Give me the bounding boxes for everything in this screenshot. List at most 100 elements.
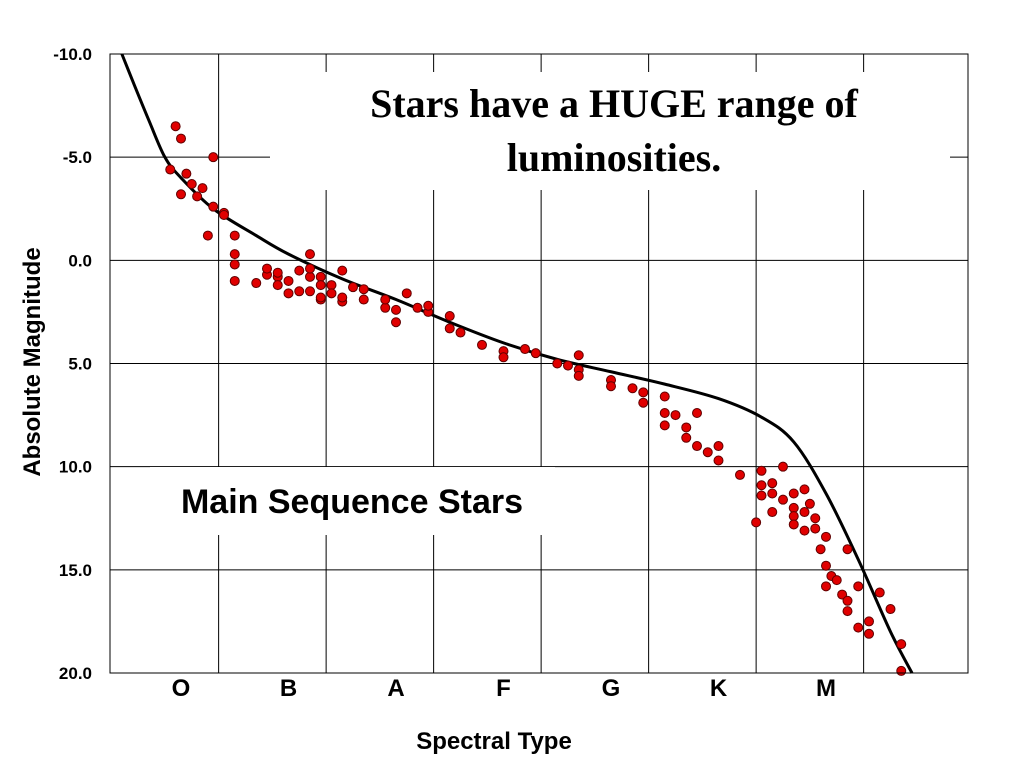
star-point xyxy=(788,511,799,522)
star-point xyxy=(799,525,810,536)
star-point xyxy=(885,604,896,615)
category-label: A xyxy=(387,675,404,702)
star-point xyxy=(391,317,401,328)
star-point xyxy=(294,286,305,297)
star-point xyxy=(788,502,799,513)
star-point xyxy=(659,420,670,431)
y-axis-label: Absolute Magnitude xyxy=(19,247,46,476)
y-tick-label: 20.0 xyxy=(59,664,92,683)
star-point xyxy=(272,267,283,278)
main-sequence-annotation: Main Sequence Stars xyxy=(181,483,523,521)
star-point xyxy=(208,201,219,212)
star-point xyxy=(358,294,369,305)
star-point xyxy=(896,665,907,676)
star-point xyxy=(573,350,584,361)
y-tick-label: -10.0 xyxy=(53,45,92,64)
star-point xyxy=(455,327,466,338)
star-point xyxy=(176,189,186,200)
star-point xyxy=(799,484,810,495)
star-point xyxy=(423,300,434,311)
star-point xyxy=(896,639,907,650)
category-label: F xyxy=(496,675,511,702)
star-point xyxy=(788,519,799,530)
category-label: M xyxy=(816,675,836,702)
star-point xyxy=(219,209,229,220)
star-point xyxy=(358,284,369,295)
star-point xyxy=(778,494,788,505)
star-point xyxy=(552,358,563,369)
star-point xyxy=(756,465,767,476)
star-point xyxy=(197,183,208,194)
y-tick-labels: -10.0 -5.0 0.0 5.0 10.0 15.0 20.0 xyxy=(53,45,92,683)
star-point xyxy=(380,302,391,313)
star-point xyxy=(767,507,778,518)
star-point xyxy=(670,410,681,421)
star-point xyxy=(842,544,853,555)
star-point xyxy=(380,294,391,305)
star-point xyxy=(315,271,326,282)
star-point xyxy=(756,490,767,501)
star-point xyxy=(767,478,778,489)
star-point xyxy=(638,397,649,408)
star-point xyxy=(391,304,401,315)
star-point xyxy=(638,387,649,398)
star-point xyxy=(853,581,864,592)
star-point xyxy=(412,302,423,313)
star-point xyxy=(229,259,240,270)
star-point xyxy=(810,513,821,524)
y-tick-label: 10.0 xyxy=(59,458,92,477)
star-point xyxy=(799,507,810,518)
star-point xyxy=(713,455,724,466)
star-point xyxy=(498,352,509,363)
star-point xyxy=(815,544,826,555)
y-tick-label: 5.0 xyxy=(68,355,92,374)
star-point xyxy=(262,263,272,274)
star-point xyxy=(530,348,541,359)
star-point xyxy=(305,249,315,260)
star-point xyxy=(348,282,358,293)
star-point xyxy=(659,391,670,402)
star-point xyxy=(804,498,815,509)
star-point xyxy=(477,339,487,350)
star-point xyxy=(170,121,181,132)
star-point xyxy=(337,265,348,276)
chart-title-line-1: Stars have a HUGE range of xyxy=(370,81,858,126)
star-point xyxy=(821,531,831,542)
category-label: B xyxy=(280,675,297,702)
star-point xyxy=(821,560,831,571)
star-point xyxy=(305,263,315,274)
star-point xyxy=(713,441,724,452)
x-axis-label: Spectral Type xyxy=(416,728,572,755)
plot-frame xyxy=(109,53,969,674)
y-tick-label: 0.0 xyxy=(68,251,92,270)
star-point xyxy=(272,280,283,291)
star-point xyxy=(315,292,326,303)
star-point xyxy=(444,311,455,322)
star-point xyxy=(563,360,573,371)
star-point xyxy=(202,230,213,241)
category-label: O xyxy=(172,675,191,702)
star-point xyxy=(305,286,315,297)
star-point xyxy=(229,275,240,286)
y-tick-label: 15.0 xyxy=(59,561,92,580)
chart-title-line-2: luminosities. xyxy=(507,135,721,180)
star-point xyxy=(831,575,842,586)
star-point xyxy=(520,344,530,355)
star-point xyxy=(837,589,848,600)
star-point xyxy=(767,488,778,499)
star-point xyxy=(751,517,762,528)
star-point xyxy=(627,383,638,394)
star-point xyxy=(337,292,348,303)
star-point xyxy=(864,628,874,639)
star-point xyxy=(294,265,305,276)
star-point xyxy=(251,278,262,289)
star-point xyxy=(208,152,219,163)
star-point xyxy=(186,178,197,189)
star-point xyxy=(864,616,874,627)
star-point xyxy=(606,381,616,392)
star-point xyxy=(326,288,337,299)
star-point xyxy=(659,408,670,419)
star-point xyxy=(842,595,853,606)
